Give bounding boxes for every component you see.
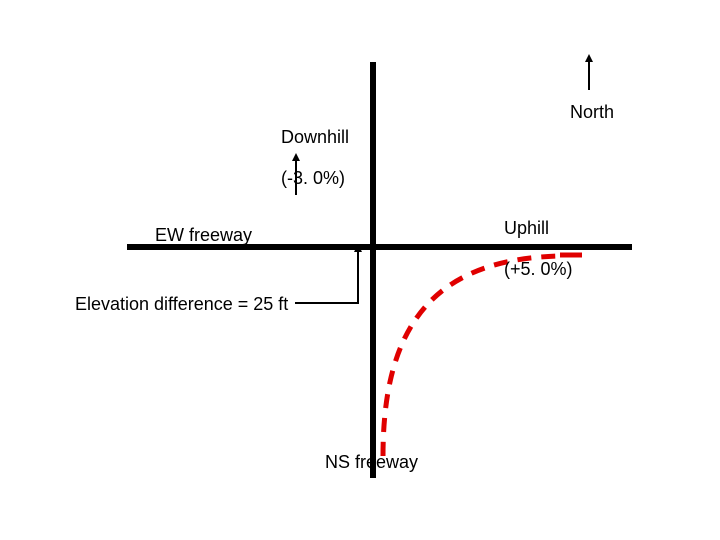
- north-label: North: [570, 102, 614, 123]
- uphill-label-line2: (+5. 0%): [504, 259, 573, 279]
- downhill-label: Downhill (-3. 0%): [261, 106, 349, 209]
- elevation-difference-label: Elevation difference = 25 ft: [75, 294, 288, 315]
- downhill-label-line1: Downhill: [281, 127, 349, 147]
- diagram-stage: North Downhill (-3. 0%) Uphill (+5. 0%) …: [0, 0, 720, 540]
- ns-freeway-label: NS freeway: [325, 452, 418, 473]
- elevation-pointer: [295, 248, 358, 303]
- downhill-label-line2: (-3. 0%): [281, 168, 345, 188]
- uphill-label: Uphill (+5. 0%): [484, 197, 573, 300]
- ew-freeway-label: EW freeway: [155, 225, 252, 246]
- uphill-label-line1: Uphill: [504, 218, 549, 238]
